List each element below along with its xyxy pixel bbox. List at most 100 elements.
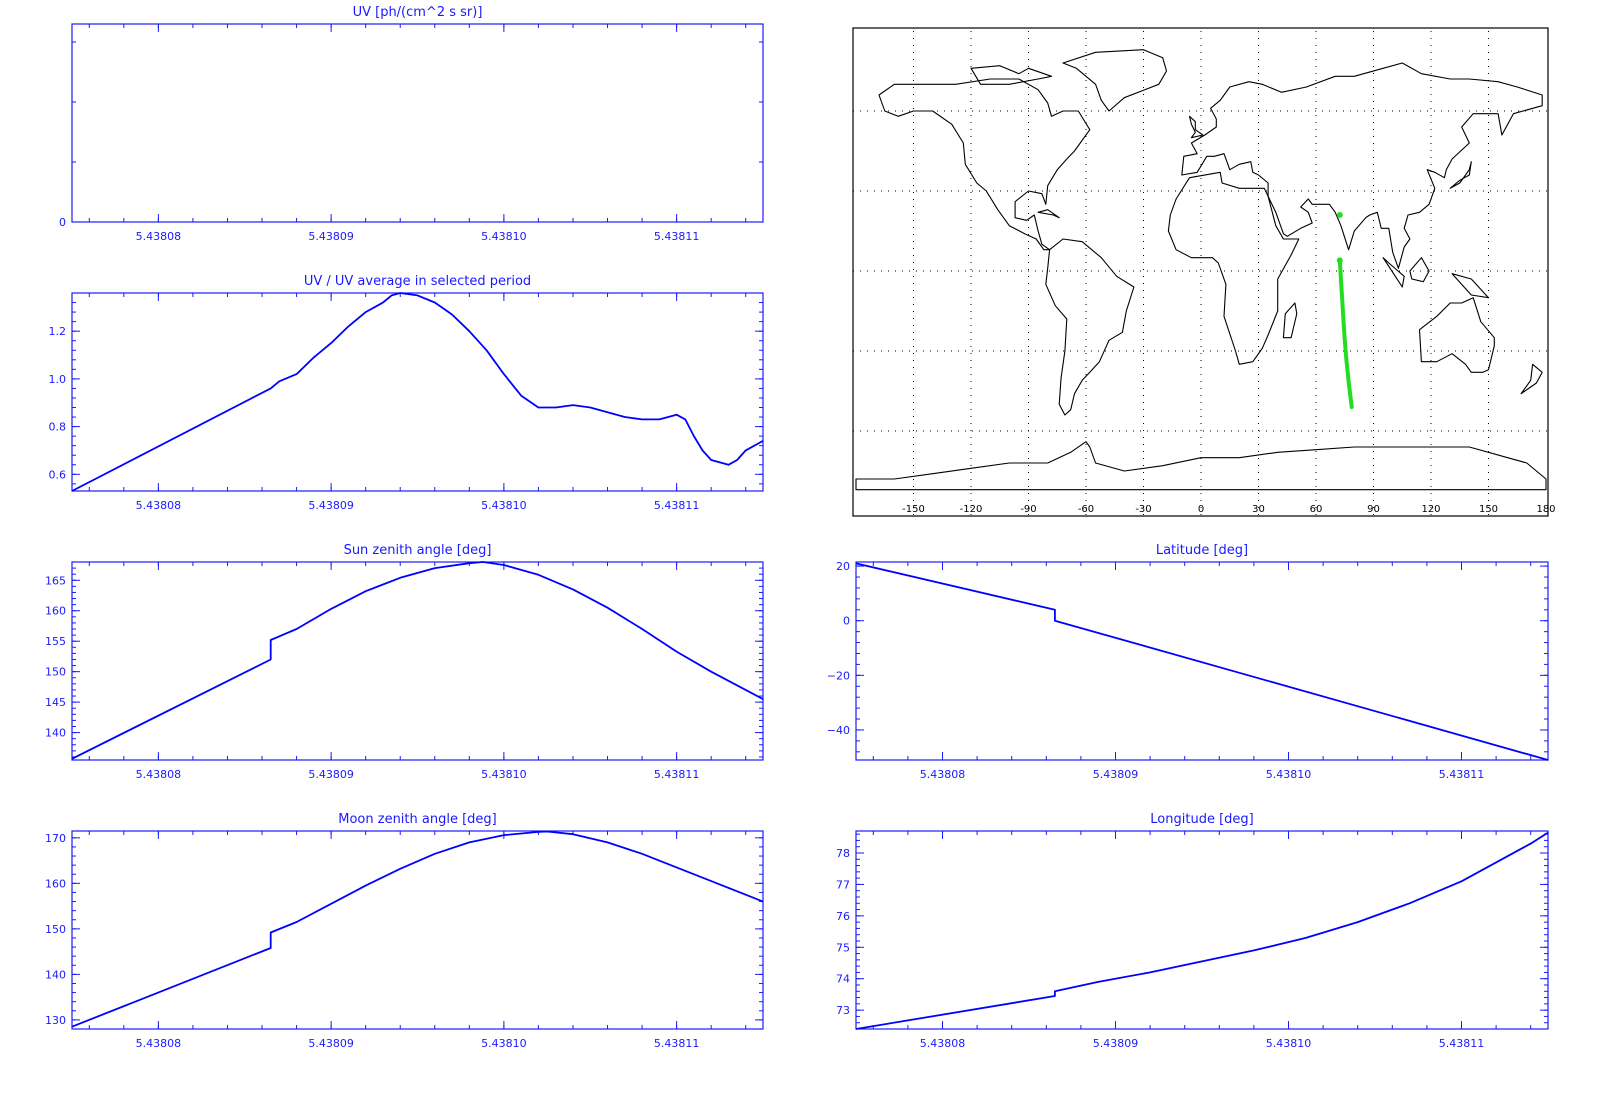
coastline <box>1037 209 1060 219</box>
x-tick-label: 5.43810 <box>481 230 527 243</box>
y-tick-label: −40 <box>827 724 850 737</box>
series-line <box>71 830 764 1028</box>
series-line <box>71 292 764 492</box>
series-line <box>855 831 1549 1030</box>
map-lon-label: -120 <box>960 504 983 515</box>
x-tick-label: 5.43808 <box>136 499 182 512</box>
map-lon-label: 60 <box>1310 504 1323 515</box>
x-tick-label: 5.43809 <box>1093 1037 1139 1050</box>
mza-chart: Moon zenith angle [deg] 5.43808 5.43809 5.4… <box>45 812 764 1050</box>
sza-chart: Sun zenith angle [deg] 5.43808 5.43809 5.43… <box>45 543 764 781</box>
x-tick-label: 5.43808 <box>136 1037 182 1050</box>
y-tick-label: 0 <box>59 216 66 229</box>
uvratio-chart: UV / UV average in selected period 5.4380… <box>49 274 764 512</box>
chart-title: Moon zenith angle [deg] <box>338 812 496 827</box>
map-lon-label: 150 <box>1479 504 1498 515</box>
y-tick-label: 0.8 <box>49 421 67 434</box>
x-tick-label: 5.43811 <box>654 768 700 781</box>
x-tick-label: 5.43811 <box>654 499 700 512</box>
y-tick-label: 165 <box>45 574 66 587</box>
map-lon-label: -150 <box>902 504 925 515</box>
y-tick-label: 160 <box>45 605 66 618</box>
x-tick-label: 5.43809 <box>308 499 354 512</box>
x-tick-label: 5.43811 <box>654 1037 700 1050</box>
coastline <box>1181 62 1543 269</box>
y-tick-label: 130 <box>45 1014 66 1027</box>
map-lon-label: -30 <box>1135 504 1151 515</box>
x-tick-label: 5.43808 <box>136 768 182 781</box>
y-tick-label: 1.2 <box>49 325 67 338</box>
x-tick-label: 5.43809 <box>308 1037 354 1050</box>
map-lon-label: 90 <box>1367 504 1380 515</box>
plot-frame <box>855 561 1549 761</box>
x-tick-label: 5.43810 <box>481 1037 527 1050</box>
uv-chart: UV [ph/(cm^2 s sr)] 5.43808 5.43809 5.43810… <box>59 5 764 243</box>
plot-frame <box>71 292 764 492</box>
y-tick-label: 1.0 <box>49 373 67 386</box>
x-tick-label: 5.43810 <box>1266 768 1312 781</box>
x-tick-label: 5.43809 <box>1093 768 1139 781</box>
y-tick-label: 140 <box>45 968 66 981</box>
x-tick-label: 5.43810 <box>481 499 527 512</box>
y-tick-label: 77 <box>836 878 850 891</box>
coastline <box>1282 302 1298 339</box>
y-tick-label: 0.6 <box>49 468 67 481</box>
plot-frame <box>71 830 764 1030</box>
y-tick-label: 20 <box>836 560 850 573</box>
coastline <box>1520 363 1543 395</box>
lon-chart: Longitude [deg] 5.43808 5.43809 5.43810 5.43… <box>836 812 1549 1050</box>
y-tick-label: 150 <box>45 666 66 679</box>
x-tick-label: 5.43808 <box>136 230 182 243</box>
track-marker <box>1336 212 1343 218</box>
track-marker <box>1336 257 1343 264</box>
y-tick-label: 170 <box>45 832 66 845</box>
y-tick-label: 150 <box>45 923 66 936</box>
x-tick-label: 5.43809 <box>308 768 354 781</box>
coastline <box>1062 49 1168 112</box>
chart-title: Sun zenith angle [deg] <box>344 543 492 558</box>
map-lon-label: 30 <box>1252 504 1265 515</box>
chart-title: UV [ph/(cm^2 s sr)] <box>353 5 483 20</box>
map-lon-label: 180 <box>1536 504 1555 515</box>
x-tick-label: 5.43811 <box>654 230 700 243</box>
y-tick-label: 145 <box>45 696 66 709</box>
plot-frame <box>855 830 1549 1030</box>
coastline <box>970 65 1053 85</box>
y-tick-label: 155 <box>45 635 66 648</box>
x-tick-label: 5.43810 <box>1266 1037 1312 1050</box>
x-tick-label: 5.43811 <box>1439 768 1485 781</box>
plot-frame <box>71 561 764 761</box>
x-tick-label: 5.43808 <box>920 1037 966 1050</box>
map-lon-label: -60 <box>1078 504 1094 515</box>
x-tick-label: 5.43808 <box>920 768 966 781</box>
map-lon-label: 120 <box>1421 504 1440 515</box>
map-frame <box>852 27 1549 517</box>
chart-title: Latitude [deg] <box>1156 543 1248 558</box>
y-tick-label: 0 <box>843 615 850 628</box>
chart-title: Longitude [deg] <box>1150 812 1253 827</box>
x-tick-label: 5.43810 <box>481 768 527 781</box>
map-lon-label: -90 <box>1020 504 1036 515</box>
coastline <box>1418 297 1495 373</box>
coastline <box>1382 257 1405 288</box>
orbit-track <box>1337 258 1354 409</box>
coastline <box>1449 161 1472 189</box>
coastline <box>1188 115 1204 139</box>
series-line <box>71 561 764 760</box>
coastline <box>1451 273 1490 299</box>
y-tick-label: 78 <box>836 847 850 860</box>
y-tick-label: 73 <box>836 1004 850 1017</box>
series-line <box>855 562 1549 761</box>
coastline <box>1409 257 1430 283</box>
map-lon-label: 0 <box>1198 504 1204 515</box>
y-tick-label: 160 <box>45 877 66 890</box>
y-tick-label: −20 <box>827 669 850 682</box>
coastline <box>855 441 1547 491</box>
coastline <box>1045 238 1135 416</box>
plot-frame <box>71 23 764 223</box>
y-tick-label: 75 <box>836 941 850 954</box>
y-tick-label: 140 <box>45 727 66 740</box>
lat-chart: Latitude [deg] 5.43808 5.43809 5.43810 5.438… <box>827 543 1549 781</box>
x-tick-label: 5.43811 <box>1439 1037 1485 1050</box>
